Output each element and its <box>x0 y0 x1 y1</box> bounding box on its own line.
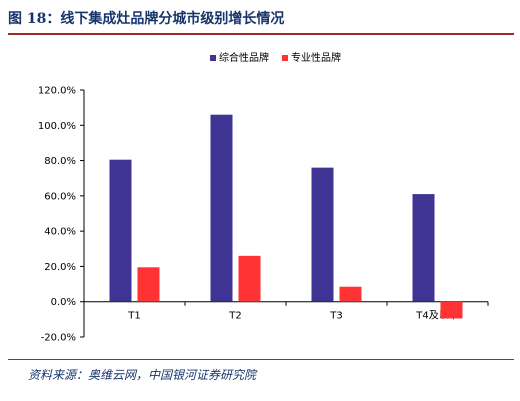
bar-series-1-T1 <box>109 159 132 302</box>
x-tick-label: T3 <box>329 311 342 322</box>
legend-swatch <box>282 55 288 61</box>
y-tick-label: 20.0% <box>44 262 76 273</box>
x-tick-label: T2 <box>228 311 241 322</box>
bar-series-2-T2 <box>238 255 261 302</box>
bar-series-2-T1 <box>137 267 160 302</box>
y-tick-label: 100.0% <box>38 121 76 132</box>
source-note: 资料来源：奥维云网，中国银河证券研究院 <box>28 368 257 382</box>
legend-label: 综合性品牌 <box>219 51 269 64</box>
bars <box>109 114 463 319</box>
title-divider <box>8 33 514 35</box>
y-tick-label: 0.0% <box>51 297 76 308</box>
bar-series-1-T4及以下 <box>412 194 435 302</box>
bar-series-2-T4及以下 <box>440 301 463 319</box>
x-tick-label: T1 <box>127 311 140 322</box>
y-tick-label: 80.0% <box>44 156 76 167</box>
legend: 综合性品牌 专业性品牌 <box>210 51 341 64</box>
footer-divider <box>8 359 514 360</box>
bar-series-2-T3 <box>339 286 362 302</box>
y-axis: -20.0% 0.0% 20.0% 40.0% 60.0% 80.0% 100.0% 120.… <box>38 86 85 344</box>
y-tick-label: 60.0% <box>44 191 76 202</box>
y-tick-label: 120.0% <box>38 86 76 97</box>
bar-series-1-T2 <box>210 114 233 302</box>
y-tick-label: 40.0% <box>44 227 76 238</box>
legend-swatch <box>210 55 216 61</box>
bar-series-1-T3 <box>311 167 334 302</box>
chart-title: 图 18：线下集成灶品牌分城市级别增长情况 <box>8 11 285 27</box>
legend-label: 专业性品牌 <box>291 51 341 64</box>
y-tick-label: -20.0% <box>41 333 76 344</box>
x-axis: T1 T2 T3 T4及以下 <box>83 301 489 322</box>
